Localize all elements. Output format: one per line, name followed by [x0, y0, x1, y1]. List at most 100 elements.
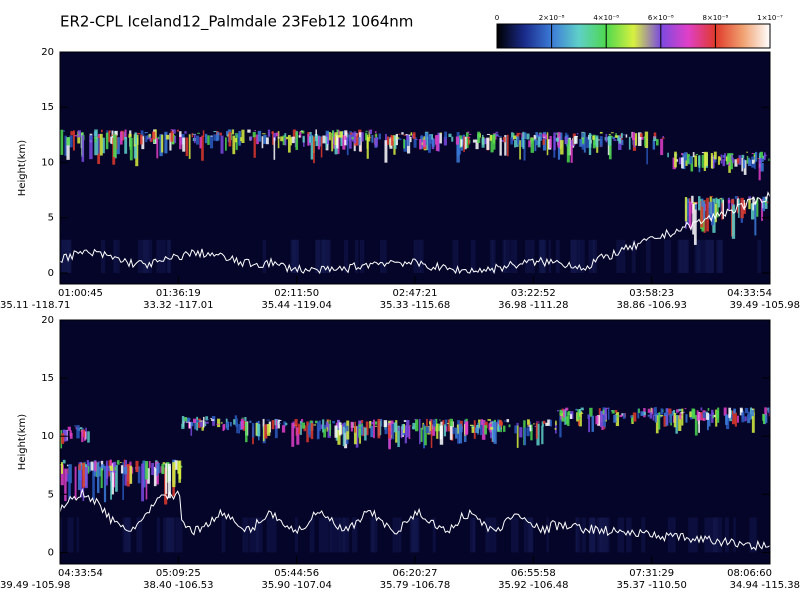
cloud-pixel [213, 134, 217, 141]
cloud-pixel [64, 135, 67, 156]
cloud-pixel [694, 204, 697, 210]
cloud-pixel [253, 135, 256, 158]
cloud-pixel [205, 421, 209, 424]
cloud-pixel [708, 201, 712, 220]
cloud-pixel [495, 133, 499, 136]
cloud-pixel [309, 136, 312, 143]
cloud-pixel [194, 420, 197, 430]
aerosol-streak [664, 239, 672, 273]
x-tick-location: 38.86 -106.93 [616, 300, 686, 311]
x-tick-location: 39.49 -105.98 [730, 300, 800, 311]
cloud-pixel [119, 131, 123, 145]
cloud-pixel [736, 198, 740, 207]
cloud-pixel [124, 129, 127, 140]
cloud-pixel [170, 129, 174, 131]
cloud-pixel [412, 132, 416, 139]
cloud-pixel [327, 419, 331, 421]
cloud-pixel [512, 139, 515, 141]
aerosol-streak [489, 239, 494, 273]
cloud-pixel [397, 427, 400, 432]
cloud-pixel [744, 416, 747, 422]
cloud-pixel [728, 407, 732, 418]
cloud-pixel [678, 415, 682, 431]
aerosol-streak [570, 239, 580, 273]
cloud-pixel [502, 425, 506, 432]
cloud-pixel [467, 137, 470, 145]
cloud-pixel [204, 421, 207, 427]
cloud-pixel [338, 422, 342, 436]
aerosol-streak [309, 517, 315, 553]
colorbar-tick-label: 1×10⁻⁷ [757, 14, 783, 22]
cloud-pixel [101, 464, 105, 469]
cloud-pixel [181, 423, 185, 429]
cloud-pixel [729, 153, 733, 170]
cloud-pixel [475, 139, 479, 150]
cloud-pixel [203, 416, 205, 428]
cloud-pixel [484, 425, 488, 435]
cloud-pixel [752, 196, 754, 211]
cloud-pixel [499, 421, 503, 426]
cloud-pixel [320, 136, 323, 158]
aerosol-streak [114, 239, 120, 273]
cloud-pixel [252, 131, 256, 138]
cloud-pixel [555, 133, 559, 135]
cloud-pixel [768, 158, 770, 161]
cloud-pixel [223, 423, 226, 430]
cloud-pixel [559, 409, 562, 416]
cloud-pixel [741, 154, 745, 159]
cloud-pixel [148, 461, 151, 469]
x-tick-time: 05:44:56 [274, 568, 319, 579]
cloud-pixel [588, 133, 592, 156]
aerosol-streak [432, 517, 436, 553]
cloud-pixel [111, 130, 114, 145]
cloud-pixel [537, 136, 541, 148]
colorbar-tick-label: 6×10⁻⁸ [648, 14, 674, 22]
cloud-pixel [681, 408, 684, 426]
cloud-pixel [698, 413, 702, 421]
cloud-pixel [439, 419, 441, 421]
cloud-pixel [369, 129, 373, 135]
cloud-pixel [98, 466, 102, 477]
cloud-pixel [323, 427, 327, 438]
cloud-pixel [420, 135, 423, 143]
cloud-pixel [671, 411, 674, 416]
cloud-pixel [653, 132, 657, 140]
cloud-pixel [159, 134, 163, 157]
cloud-pixel [375, 133, 378, 138]
cloud-pixel [167, 463, 171, 499]
cloud-pixel [701, 152, 705, 154]
cloud-pixel [406, 419, 410, 438]
cloud-pixel [586, 136, 589, 148]
cloud-pixel [358, 129, 362, 135]
cloud-pixel [709, 196, 713, 198]
cloud-pixel [481, 138, 485, 148]
cloud-pixel [97, 461, 101, 463]
aerosol-streak [452, 239, 459, 273]
cloud-pixel [97, 137, 100, 154]
cloud-pixel [342, 423, 345, 425]
aerosol-streak [581, 517, 586, 553]
cloud-pixel [262, 418, 265, 430]
cloud-pixel [350, 132, 354, 135]
aerosol-streak [646, 239, 651, 273]
cloud-pixel [403, 139, 405, 149]
cloud-pixel [722, 155, 726, 158]
cloud-pixel [646, 138, 648, 165]
cloud-pixel [691, 195, 694, 205]
cloud-pixel [469, 424, 474, 427]
cloud-pixel [232, 135, 236, 155]
cloud-pixel [526, 133, 530, 140]
cloud-pixel [719, 198, 723, 200]
cloud-pixel [307, 133, 309, 146]
cloud-pixel [449, 426, 453, 440]
cloud-pixel [257, 130, 262, 142]
cloud-pixel [442, 420, 445, 426]
cloud-pixel [447, 419, 450, 432]
cloud-pixel [580, 407, 584, 411]
aerosol-streak [528, 517, 533, 553]
cloud-pixel [320, 424, 324, 430]
cloud-pixel [110, 136, 113, 144]
cloud-pixel [599, 410, 603, 428]
cloud-pixel [124, 136, 128, 154]
aerosol-streak [688, 517, 698, 553]
